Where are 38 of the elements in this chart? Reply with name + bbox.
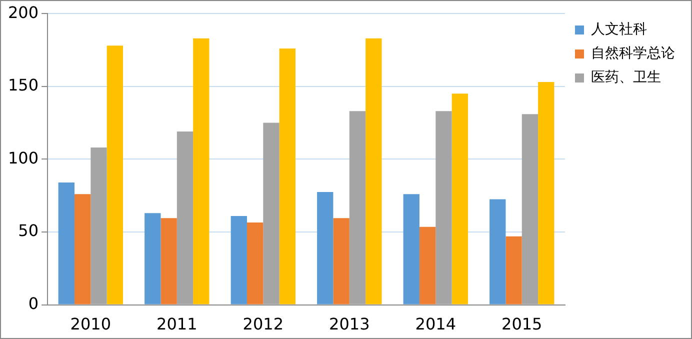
legend-label: 自然科学总论 [591,46,675,62]
y-tick-label: 0 [28,294,39,313]
x-tick-label: 2011 [156,314,198,334]
bar [176,132,194,304]
x-tick-label: 2012 [242,314,284,334]
y-tick-label: 50 [18,221,39,240]
y-tick-label: 200 [8,2,39,22]
bar [58,182,74,304]
legend-label: 医药、卫生 [591,70,661,86]
bar [317,192,334,304]
bar [490,199,506,304]
bar [279,48,296,304]
bar [349,111,366,304]
x-tick-label: 2013 [329,314,370,334]
bar [452,94,468,304]
bar [436,111,452,304]
bar [403,194,420,304]
bar [144,213,161,304]
bar [333,218,350,304]
bar [419,226,436,304]
bar [366,38,382,304]
x-tick-label: 2015 [502,314,542,334]
x-tick-label: 2010 [70,314,112,334]
bar [106,46,123,304]
bar [90,148,107,304]
bar [74,194,91,304]
y-tick-label: 150 [8,76,39,95]
y-tick-label: 100 [8,148,39,168]
bar [263,122,280,304]
bar [160,218,177,304]
bar [538,82,554,304]
bar [193,38,210,304]
x-tick-label: 2014 [415,314,456,334]
bar [506,236,522,304]
bar [246,222,264,304]
legend-label: 人文社科 [591,22,647,38]
bar [230,216,247,304]
bar [522,114,538,304]
